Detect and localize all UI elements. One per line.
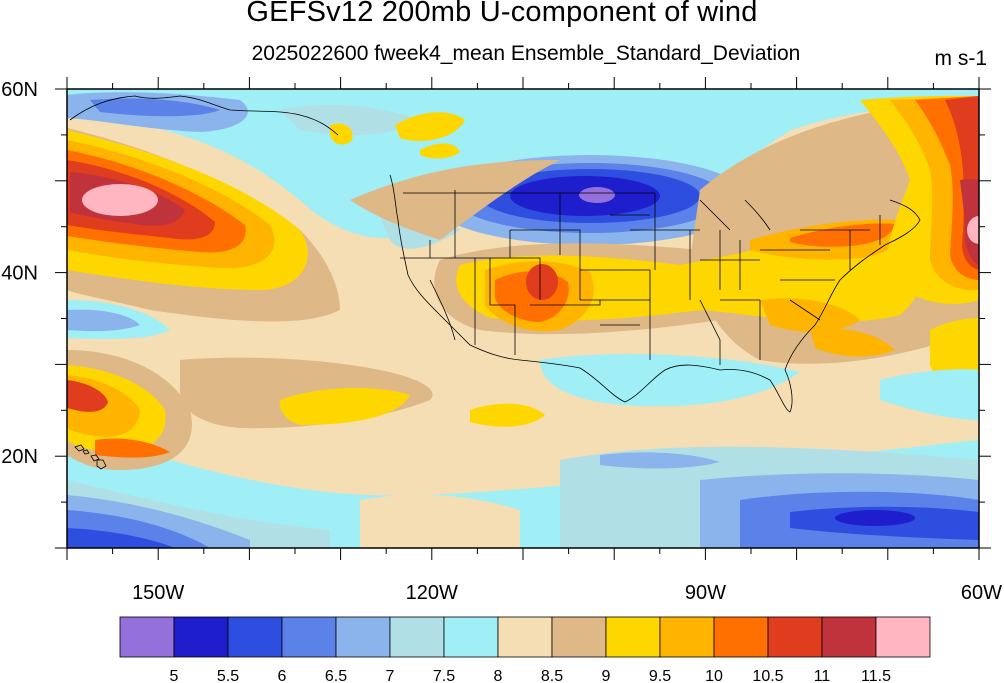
colorbar-level-label: 6.5 [325,668,347,683]
colorbar-level-label: 8.5 [541,668,563,683]
colorbar-level-label: 7 [386,668,395,683]
colorbar-swatch [875,616,931,658]
units-label: m s-1 [934,47,988,70]
colorbar-labels: 5 5.5 6 6.5 7 7.5 8 8.5 9 9.5 10 10.5 11 11.5 [170,668,892,683]
x-tick-label: 150W [132,582,184,604]
colorbar-level-label: 7.5 [433,668,455,683]
chart-subtitle: 2025022600 fweek4_mean Ensemble_Standard… [251,42,801,65]
x-tick-label: 60W [961,582,1002,604]
colorbar-level-label: 10.5 [752,668,783,683]
colorbar-swatch [335,616,391,658]
x-tick-label: 120W [406,582,458,604]
colorbar-swatch [767,616,823,658]
contour-field [67,89,979,548]
colorbar-swatch [551,616,607,658]
colorbar-swatch [821,616,877,658]
colorbar-level-label: 11 [814,668,831,683]
coastlines [69,95,921,413]
colorbar-level-label: 10 [705,668,723,683]
x-tick-label: 90W [685,582,726,604]
hawaii-islands [74,444,107,470]
colorbar-level-label: 5.5 [217,668,239,683]
colorbar-swatch [497,616,553,658]
colorbar-level-label: 9 [602,668,611,683]
colorbar-swatch [227,616,283,658]
colorbar-level-label: 11.5 [861,668,891,683]
y-tick-label: 40N [1,263,38,285]
colorbar-swatch [443,616,499,658]
y-axis-labels: 60N 40N 20N [1,79,38,468]
colorbar-swatch [173,616,229,658]
colorbar-swatch [659,616,715,658]
colorbar-level-label: 9.5 [649,668,671,683]
x-axis-labels: 150W 120W 90W 60W [132,582,1002,604]
colorbar-swatch [389,616,445,658]
y-tick-label: 20N [1,446,38,468]
y-tick-label: 60N [1,79,38,101]
colorbar-level-label: 8 [494,668,503,683]
colorbar-level-label: 6 [278,668,287,683]
colorbar-swatch [713,616,769,658]
colorbar-swatch [119,616,175,658]
colorbar [119,616,931,658]
chart-title: GEFSv12 200mb U-component of wind [246,0,758,28]
colorbar-swatch [605,616,661,658]
colorbar-level-label: 5 [170,668,179,683]
axis-ticks [55,77,991,560]
colorbar-swatch [281,616,337,658]
